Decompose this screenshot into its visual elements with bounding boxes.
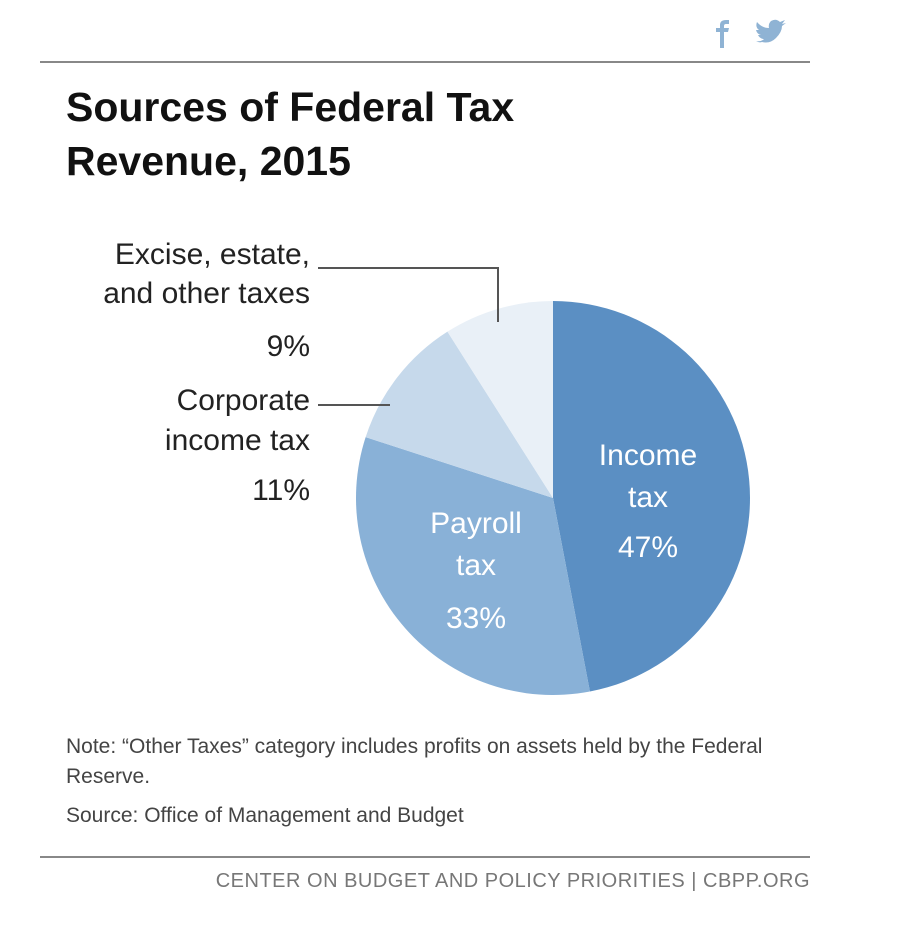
slice-label: tax bbox=[456, 549, 496, 582]
top-rule bbox=[40, 61, 810, 63]
facebook-icon[interactable] bbox=[716, 20, 729, 48]
chart-title: Sources of Federal Tax Revenue, 2015 bbox=[66, 84, 515, 184]
pie-slice bbox=[447, 301, 553, 498]
slice-label: income tax bbox=[165, 424, 310, 457]
note: Note: “Other Taxes” category includes pr… bbox=[66, 735, 763, 788]
value-label: 11% bbox=[252, 474, 310, 507]
value-label: 33% bbox=[446, 602, 506, 635]
value-label: 47% bbox=[618, 531, 678, 564]
value-label: 9% bbox=[267, 330, 310, 363]
source: Source: Office of Management and Budget bbox=[66, 804, 464, 827]
leader-line bbox=[318, 267, 499, 322]
slice-label: and other taxes bbox=[103, 277, 310, 310]
pie-slice bbox=[553, 301, 750, 692]
slice-label: Income bbox=[599, 439, 697, 472]
bottom-rule bbox=[40, 856, 810, 858]
pie-slice bbox=[356, 437, 590, 695]
slice-label: tax bbox=[628, 481, 668, 514]
slice-label: Excise, estate, bbox=[115, 238, 310, 271]
chart: Income tax 47% Payroll tax 33% Corporate income… bbox=[103, 238, 750, 695]
social-icons bbox=[716, 19, 786, 48]
slice-label: Corporate bbox=[177, 384, 310, 417]
twitter-icon[interactable] bbox=[756, 19, 786, 43]
pie-slice bbox=[365, 331, 553, 498]
footer: CENTER ON BUDGET AND POLICY PRIORITIES |… bbox=[215, 870, 810, 892]
slice-label: Payroll bbox=[430, 507, 522, 540]
